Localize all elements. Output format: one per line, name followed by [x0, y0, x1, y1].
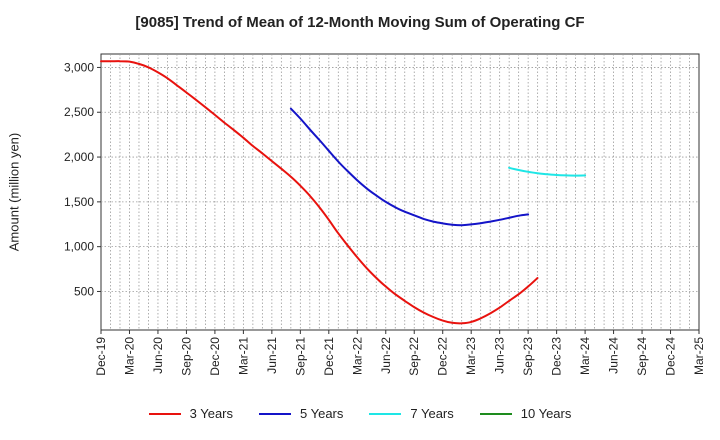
legend-swatch: [479, 412, 512, 415]
x-tick-label: Jun-23: [493, 337, 507, 374]
x-tick-label: Mar-23: [464, 337, 478, 375]
series-lines: [100, 60, 587, 325]
x-tick-label: Dec-21: [322, 337, 336, 376]
legend-label: 3 Years: [189, 406, 233, 421]
y-tick-label: 2,000: [64, 150, 94, 164]
legend-swatch: [148, 412, 181, 415]
x-tick-label: Jun-21: [265, 337, 279, 374]
x-tick-label: Mar-22: [350, 337, 364, 375]
legend-item-10-years: 10 Years: [479, 406, 572, 421]
y-tick-label: 500: [74, 284, 94, 298]
x-tick-label: Mar-21: [236, 337, 250, 375]
x-tick-label: Mar-24: [578, 337, 592, 375]
x-tick-label: Sep-23: [521, 337, 535, 376]
legend-swatch: [259, 412, 291, 415]
legend-item-5-years: 5 Years: [259, 406, 343, 421]
x-tick-label: Sep-20: [179, 337, 193, 376]
x-tick-label: Dec-20: [208, 337, 222, 376]
x-tick-label: Sep-24: [635, 337, 649, 376]
x-tick-label: Sep-22: [407, 337, 421, 376]
series-line-5-years: [289, 107, 530, 227]
x-tick-label: Mar-20: [122, 337, 136, 375]
y-axis-ticks: 500 1,000 1,500 2,000 2,500 3,000: [64, 60, 101, 298]
plot-area: [100, 53, 700, 331]
legend-item-7-years: 7 Years: [369, 406, 454, 421]
y-tick-label: 1,000: [64, 240, 94, 254]
legend-label: 10 Years: [520, 406, 572, 421]
series-line-7-years: [508, 166, 587, 177]
x-axis-ticks: Dec-19 Mar-20 Jun-20 Sep-20 Dec-20 Mar-21 Jun-…: [94, 330, 706, 376]
y-tick-label: 3,000: [64, 60, 94, 74]
x-tick-label: Dec-24: [664, 337, 678, 376]
legend-swatch: [369, 412, 402, 415]
y-tick-label: 1,500: [64, 195, 94, 209]
y-tick-label: 2,500: [64, 105, 94, 119]
legend: 3 Years 5 Years 7 Years 10 Years: [0, 406, 720, 421]
chart-title: [9085] Trend of Mean of 12-Month Moving …: [135, 14, 585, 31]
x-tick-label: Dec-19: [94, 337, 108, 376]
x-tick-label: Dec-22: [436, 337, 450, 376]
x-tick-label: Sep-21: [293, 337, 307, 376]
grid-lines: [101, 54, 699, 330]
x-tick-label: Jun-22: [379, 337, 393, 374]
legend-label: 7 Years: [410, 406, 454, 421]
series-line-3-years: [100, 60, 539, 325]
legend-label: 5 Years: [300, 406, 344, 421]
x-tick-label: Jun-24: [607, 337, 621, 374]
x-tick-label: Mar-25: [692, 337, 706, 375]
x-tick-label: Dec-23: [550, 337, 564, 376]
x-tick-label: Jun-20: [151, 337, 165, 374]
legend-item-3-years: 3 Years: [148, 406, 233, 421]
